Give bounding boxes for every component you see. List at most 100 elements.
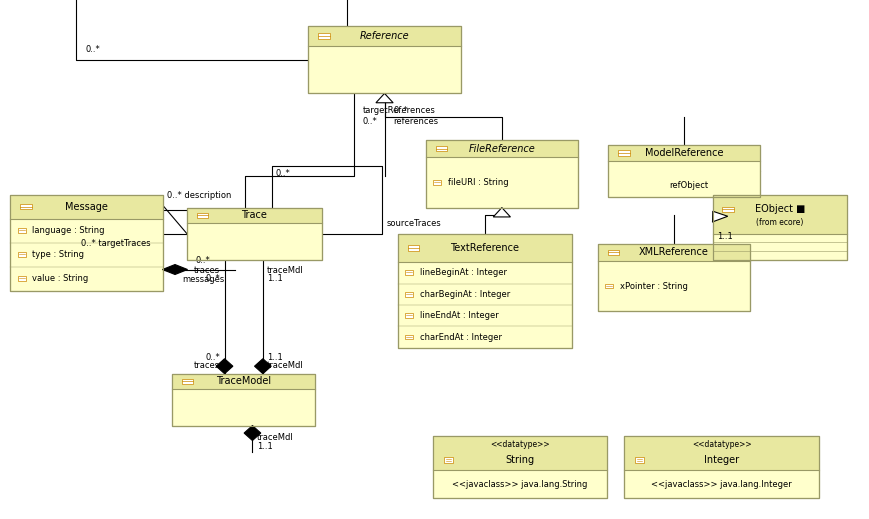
Bar bbox=[598, 244, 750, 311]
Bar bbox=[426, 140, 578, 208]
Text: EObject ■: EObject ■ bbox=[755, 204, 805, 214]
Bar bbox=[605, 284, 614, 289]
Text: <<datatype>>: <<datatype>> bbox=[490, 440, 549, 449]
Text: 0..*: 0..* bbox=[363, 117, 377, 126]
Bar bbox=[172, 374, 315, 426]
Bar bbox=[18, 276, 26, 281]
Bar bbox=[713, 195, 847, 260]
Bar bbox=[624, 436, 819, 470]
Bar bbox=[433, 436, 607, 498]
Text: <<datatype>>: <<datatype>> bbox=[692, 440, 752, 449]
Text: xPointer : String: xPointer : String bbox=[620, 282, 687, 291]
Bar bbox=[713, 195, 847, 260]
Bar bbox=[10, 195, 163, 291]
Bar bbox=[10, 195, 163, 291]
Text: 0..*: 0..* bbox=[205, 353, 220, 362]
Text: ModelReference: ModelReference bbox=[645, 148, 724, 158]
Text: TextReference: TextReference bbox=[450, 243, 520, 253]
Text: 1..1: 1..1 bbox=[268, 274, 283, 283]
Bar bbox=[598, 244, 750, 311]
Polygon shape bbox=[163, 265, 188, 275]
Bar bbox=[18, 228, 26, 233]
Bar bbox=[634, 457, 645, 463]
Bar bbox=[308, 26, 461, 93]
Text: messages: messages bbox=[182, 275, 224, 284]
Bar bbox=[182, 379, 194, 384]
Text: charBeginAt : Integer: charBeginAt : Integer bbox=[420, 290, 510, 299]
Polygon shape bbox=[494, 208, 510, 217]
Text: (from ecore): (from ecore) bbox=[756, 218, 804, 227]
Text: lineEndAt : Integer: lineEndAt : Integer bbox=[420, 311, 499, 320]
Text: Message: Message bbox=[65, 201, 108, 212]
Text: String: String bbox=[505, 455, 534, 465]
Text: TraceModel: TraceModel bbox=[216, 376, 271, 387]
Bar bbox=[408, 245, 420, 251]
Bar bbox=[598, 244, 750, 261]
Bar bbox=[405, 292, 414, 296]
Bar bbox=[308, 26, 461, 93]
Text: 0..* description: 0..* description bbox=[167, 191, 231, 200]
Text: <<javaclass>> java.lang.String: <<javaclass>> java.lang.String bbox=[452, 480, 587, 489]
Text: fileURI : String: fileURI : String bbox=[448, 178, 508, 187]
Bar bbox=[308, 26, 461, 46]
Polygon shape bbox=[713, 211, 727, 222]
Text: lineBeginAt : Integer: lineBeginAt : Integer bbox=[420, 268, 507, 277]
Bar bbox=[196, 213, 209, 218]
Text: references: references bbox=[393, 117, 438, 126]
Bar bbox=[426, 140, 578, 157]
Text: Reference: Reference bbox=[360, 31, 409, 41]
Text: value : String: value : String bbox=[32, 274, 89, 283]
Text: sourceTraces: sourceTraces bbox=[387, 220, 441, 228]
Bar bbox=[618, 151, 630, 156]
Text: type : String: type : String bbox=[32, 250, 84, 259]
Text: Trace: Trace bbox=[242, 210, 267, 221]
Text: 0..*: 0..* bbox=[85, 46, 100, 54]
Bar bbox=[607, 250, 620, 255]
Bar bbox=[624, 436, 819, 498]
Bar bbox=[624, 436, 819, 498]
Bar bbox=[172, 374, 315, 426]
Bar bbox=[18, 252, 26, 257]
Bar bbox=[608, 145, 760, 197]
Polygon shape bbox=[255, 359, 271, 374]
Bar bbox=[398, 234, 572, 348]
Bar bbox=[318, 33, 330, 39]
Bar bbox=[405, 270, 414, 275]
Bar bbox=[713, 195, 847, 260]
Text: traceMdl: traceMdl bbox=[257, 433, 294, 442]
Bar bbox=[444, 457, 454, 463]
Text: targetReferences: targetReferences bbox=[363, 106, 435, 115]
Bar bbox=[398, 234, 572, 348]
Polygon shape bbox=[376, 93, 393, 103]
Bar bbox=[187, 208, 322, 260]
Bar bbox=[405, 335, 414, 339]
Text: FileReference: FileReference bbox=[468, 144, 535, 154]
Bar bbox=[308, 26, 461, 93]
Bar bbox=[433, 436, 607, 498]
Text: 0..*: 0..* bbox=[196, 256, 210, 265]
Bar bbox=[608, 145, 760, 197]
Bar bbox=[608, 145, 760, 197]
Text: Integer: Integer bbox=[704, 455, 740, 465]
Bar bbox=[598, 244, 750, 311]
Bar bbox=[624, 436, 819, 498]
Bar bbox=[172, 374, 315, 426]
Text: <<javaclass>> java.lang.Integer: <<javaclass>> java.lang.Integer bbox=[652, 480, 792, 489]
Bar bbox=[172, 374, 315, 389]
Text: traceMdl: traceMdl bbox=[268, 361, 304, 370]
Bar bbox=[433, 180, 441, 185]
Text: 0..*: 0..* bbox=[393, 106, 408, 115]
Bar bbox=[435, 146, 448, 152]
Bar bbox=[187, 208, 322, 260]
Text: 0..*: 0..* bbox=[205, 274, 220, 283]
Text: 0..* targetTraces: 0..* targetTraces bbox=[81, 239, 150, 248]
Bar bbox=[10, 195, 163, 218]
Text: traceMdl: traceMdl bbox=[268, 266, 304, 275]
Text: traces: traces bbox=[194, 266, 220, 275]
Text: refObject: refObject bbox=[669, 182, 708, 190]
Text: 0..*: 0..* bbox=[276, 169, 290, 177]
Text: 1..1: 1..1 bbox=[717, 233, 733, 241]
Bar bbox=[10, 195, 163, 291]
Text: language : String: language : String bbox=[32, 226, 104, 235]
Polygon shape bbox=[244, 426, 261, 441]
